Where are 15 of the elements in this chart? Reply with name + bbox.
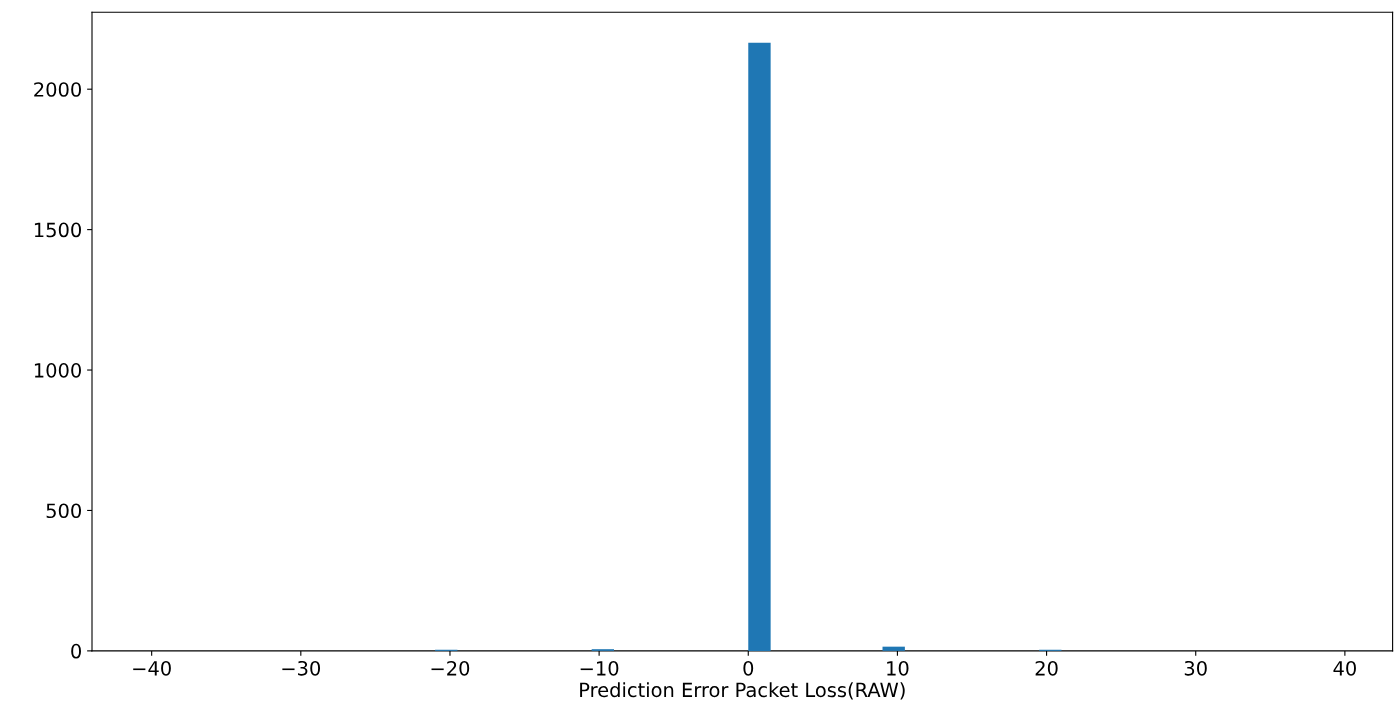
y-tick-label: 0 — [71, 643, 81, 659]
x-tick-label: 30 — [1184, 660, 1207, 676]
x-tick-label: 40 — [1333, 660, 1356, 676]
x-tick-label: −40 — [133, 660, 171, 676]
x-tick-label: −30 — [282, 660, 321, 676]
x-tick-label: −10 — [580, 660, 619, 676]
y-tick-label: 1500 — [34, 222, 81, 238]
x-tick-label: −20 — [431, 660, 470, 676]
x-tick-label: 20 — [1035, 660, 1058, 676]
x-tick-label: 0 — [743, 660, 754, 676]
y-tick-label: 1000 — [34, 362, 81, 378]
x-tick-label: 10 — [887, 660, 909, 676]
y-tick-label: 2000 — [34, 82, 81, 97]
y-tick-label: 500 — [46, 503, 81, 519]
x-axis-title: Prediction Error Packet Loss(RAW) — [580, 682, 905, 700]
